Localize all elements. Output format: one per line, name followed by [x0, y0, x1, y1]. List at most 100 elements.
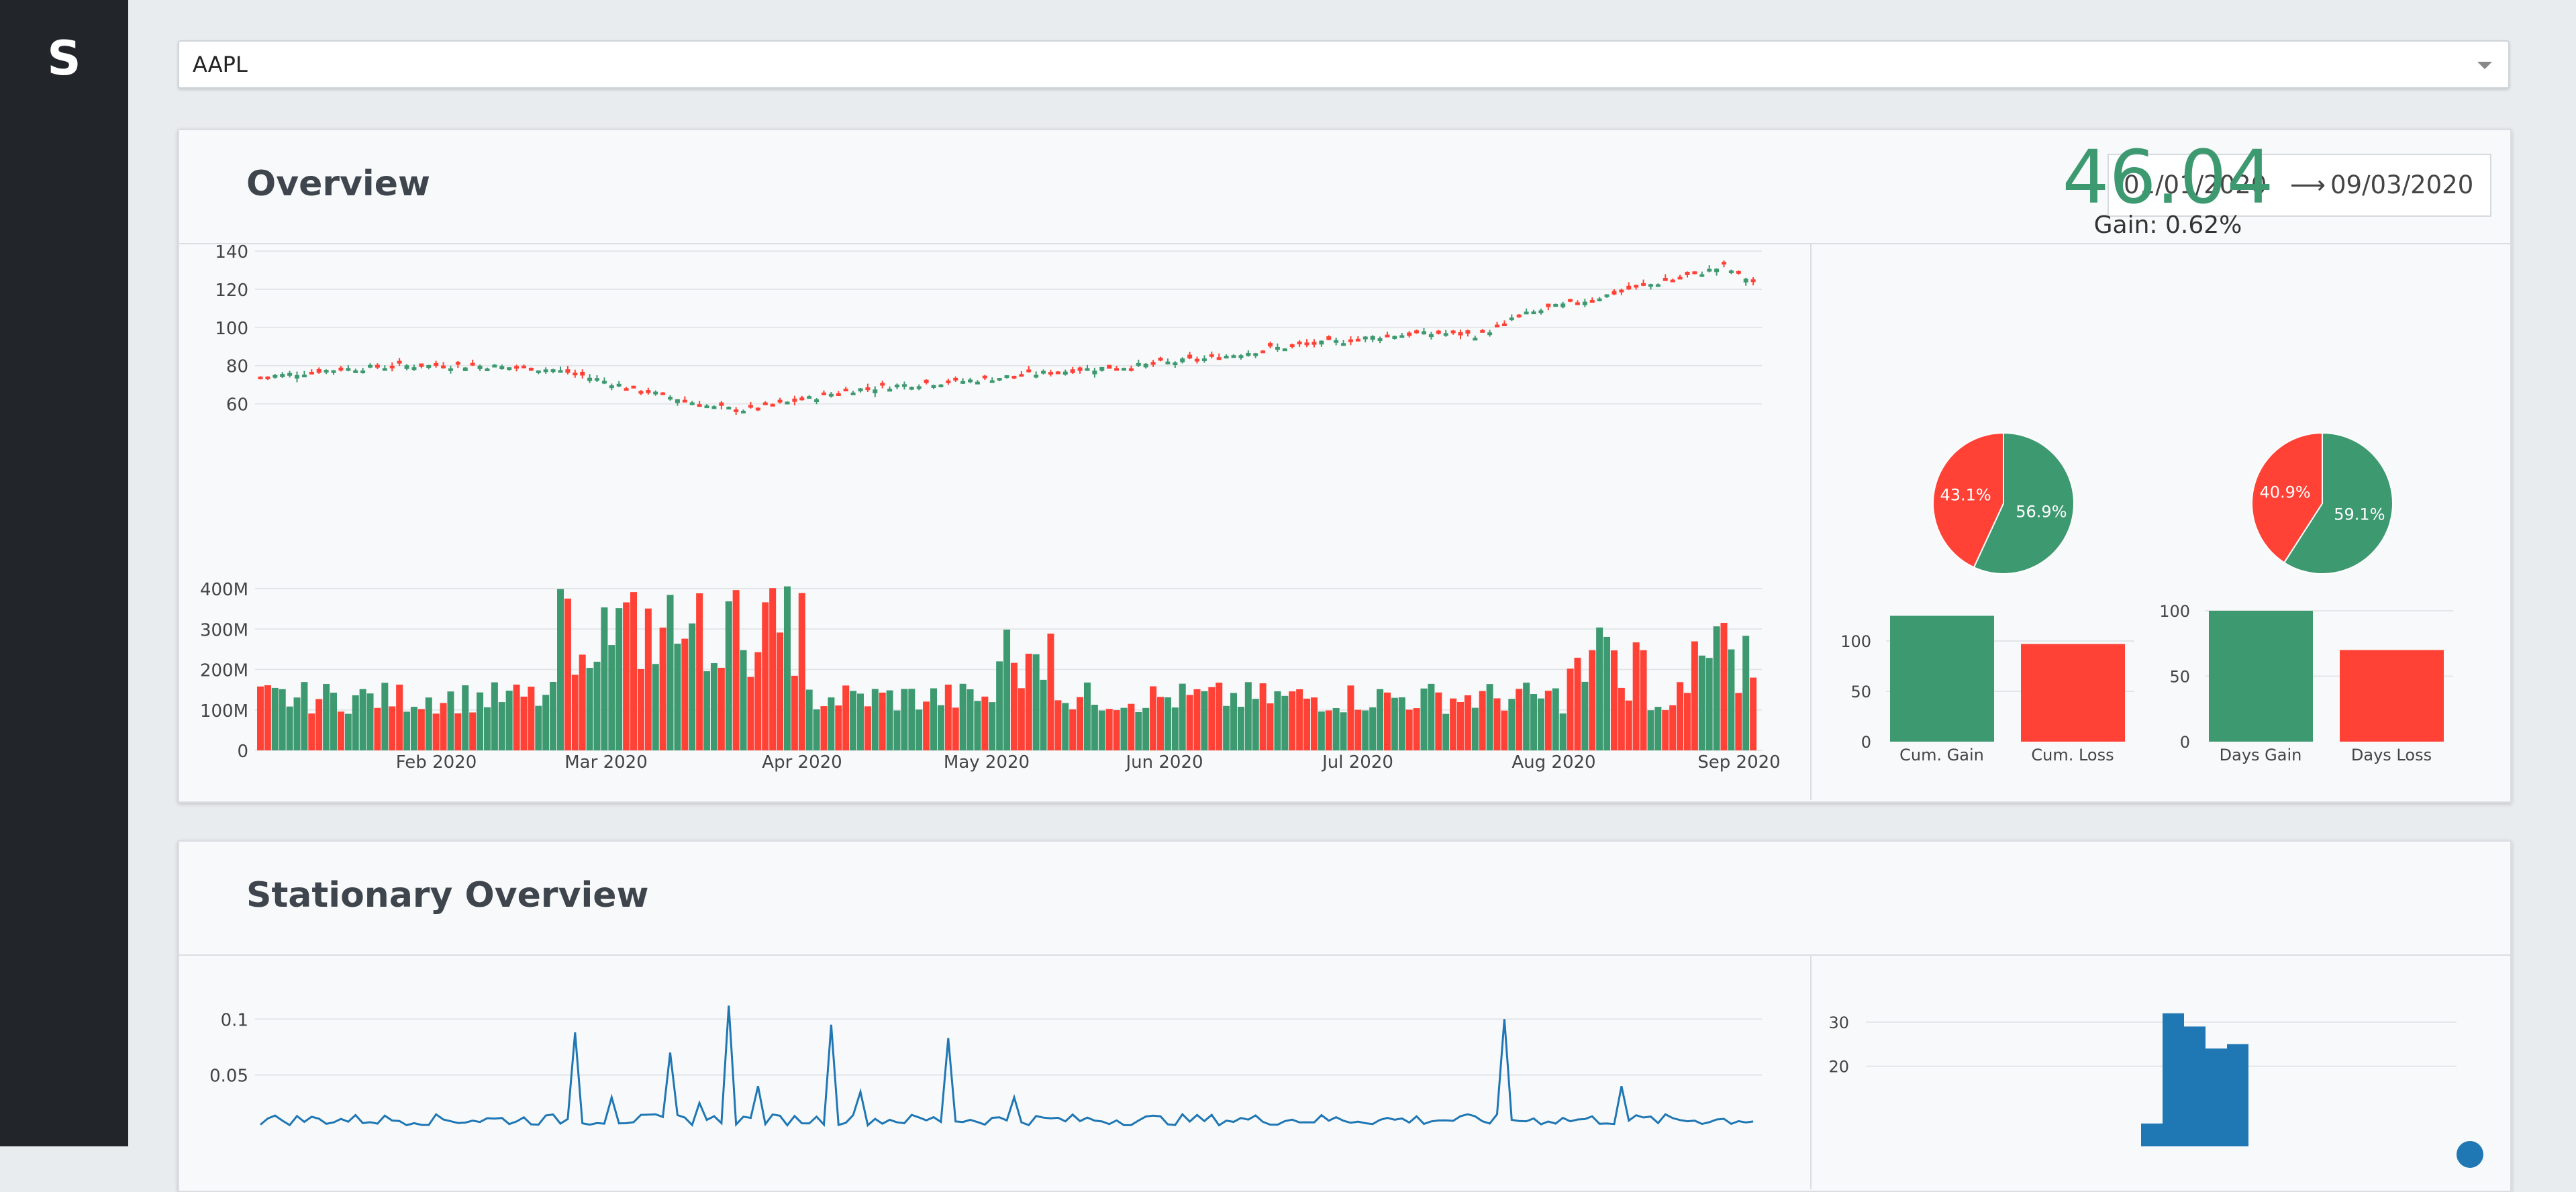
date-start-input[interactable]: 01/01/2020 [2124, 170, 2267, 199]
volume-bar [908, 689, 915, 750]
volume-bar [308, 713, 315, 750]
candle-body [536, 370, 541, 373]
volume-bar [967, 689, 974, 750]
pie-slice [1973, 432, 2075, 575]
date-end-input[interactable]: 09/03/2020 [2330, 170, 2474, 199]
volume-bar [886, 690, 893, 750]
volume-bar [513, 685, 520, 750]
volume-bar [586, 668, 593, 750]
candle-body [880, 383, 885, 386]
candle-body [411, 367, 417, 370]
volume-bar [1120, 707, 1128, 750]
card-column-divider [1810, 954, 1812, 1189]
ticker-select[interactable]: AAPL [178, 40, 2510, 89]
candle-body [550, 369, 556, 372]
volume-bar [593, 661, 601, 750]
app-logo[interactable]: S [47, 31, 81, 86]
volume-bar [652, 664, 659, 750]
volume-bar [725, 601, 732, 750]
stationary-histogram: 30 20 [1828, 1013, 2457, 1146]
candle-body [1634, 285, 1639, 288]
candle-body [1180, 358, 1185, 362]
stationary-title: Stationary Overview [246, 875, 649, 915]
volume-bar [974, 701, 981, 750]
volume-bar [1501, 710, 1508, 750]
volume-bar [1405, 709, 1413, 750]
volume-bar [791, 675, 798, 750]
volume-bar [1113, 710, 1120, 750]
volume-bar [710, 663, 717, 750]
volume-bar [264, 685, 271, 750]
candle-body [1355, 338, 1360, 342]
volume-bar [1420, 688, 1428, 750]
volume-bar [717, 667, 725, 750]
volume-bar [1171, 707, 1179, 750]
volume-bar [1208, 687, 1216, 750]
date-range-picker[interactable]: 01/01/2020 ⟶ 09/03/2020 [2108, 154, 2491, 217]
volume-bar [901, 689, 908, 750]
candle-body [858, 388, 863, 392]
candle-body [1297, 341, 1302, 345]
volume-bar [410, 707, 417, 750]
candle-body [448, 368, 453, 371]
volume-bar [689, 623, 696, 750]
candle-body [580, 371, 585, 376]
pie-label: 59.1% [2334, 505, 2385, 524]
volume-bar [1589, 650, 1596, 750]
overview-title: Overview [246, 164, 431, 204]
volume-bar [1010, 662, 1018, 750]
pie-slice [1932, 432, 2004, 568]
volume-bar [301, 682, 308, 750]
candle-body [1077, 367, 1083, 371]
x-tick-label: May 2020 [944, 752, 1030, 773]
volume-bar [1728, 649, 1735, 750]
candle-body [1612, 291, 1617, 295]
candle-body [1363, 336, 1368, 340]
volume-bar [1303, 698, 1311, 750]
y-tick-label: 0 [2180, 733, 2190, 752]
x-tick-label: Jun 2020 [1124, 752, 1203, 773]
candle-body [295, 375, 300, 379]
candle-body [1436, 330, 1441, 334]
candle-body [1238, 355, 1244, 358]
scroll-top-button[interactable] [2457, 1141, 2483, 1168]
y-tick-label: 50 [1850, 683, 1871, 701]
candle-body [1428, 334, 1434, 338]
volume-bar [659, 628, 666, 750]
volume-bar [550, 682, 557, 750]
volume-bar [396, 685, 403, 750]
chevron-down-icon[interactable] [2477, 62, 2492, 69]
y-tick-label: 80 [226, 357, 248, 377]
price-grid [255, 250, 1762, 405]
candle-body [1011, 375, 1017, 379]
pie-chart-days: 59.1% 40.9% [2251, 432, 2393, 575]
candle-body [785, 401, 790, 405]
candle-body [514, 366, 519, 369]
volume-bar [381, 683, 389, 750]
volume-bar [1069, 709, 1077, 750]
candle-body [1641, 283, 1646, 286]
volume-bar [850, 691, 857, 750]
volume-bar [783, 586, 791, 750]
candle-body [1553, 304, 1558, 307]
x-tick-label: Days Loss [2351, 746, 2432, 764]
volume-bar [1054, 700, 1062, 750]
volume-bar [1216, 683, 1223, 750]
candle-body [1450, 330, 1456, 334]
y-tick-label: 100 [2159, 604, 2190, 621]
candle-body [1268, 343, 1273, 347]
candle-body [1143, 363, 1148, 368]
volume-bar [798, 593, 805, 750]
candle-body [895, 385, 900, 388]
candle-body [1173, 362, 1178, 366]
volume-bar [579, 654, 586, 750]
candle-body [528, 367, 534, 371]
volume-bar [923, 701, 930, 750]
candle-body [1216, 357, 1222, 360]
candle-body [689, 402, 695, 405]
histogram-bar [2184, 1026, 2206, 1146]
candle-body [258, 377, 263, 380]
volume-bar [835, 705, 842, 750]
volume-bar [1244, 682, 1252, 750]
candle-body [1561, 303, 1566, 307]
